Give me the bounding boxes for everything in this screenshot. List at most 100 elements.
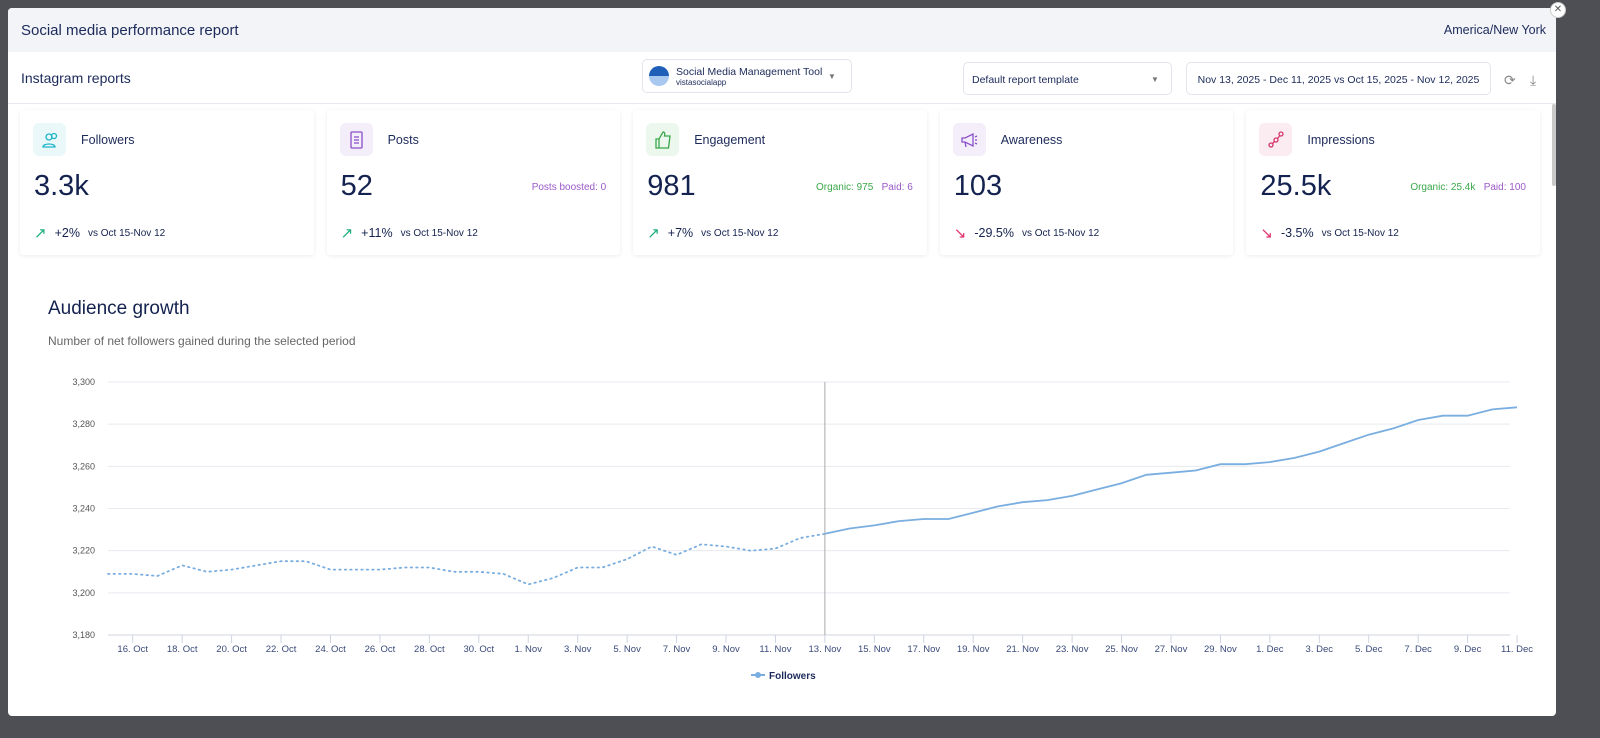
- compare-period: vs Oct 15-Nov 12: [87, 227, 166, 239]
- x-tick-label: 16. Oct: [117, 644, 148, 655]
- metric-change: ↘ -29.5% vs Oct 15-Nov 12: [954, 224, 1099, 242]
- toolbar: Instagram reports Social Media Managemen…: [8, 52, 1556, 104]
- report-modal: Social media performance report America/…: [8, 8, 1556, 716]
- compare-period: vs Oct 15-Nov 12: [1321, 227, 1399, 239]
- change-percent: +7%: [667, 226, 694, 240]
- date-range-picker[interactable]: Nov 13, 2025 - Dec 11, 2025 vs Oct 15, 2…: [1186, 62, 1491, 95]
- timezone-label[interactable]: America/New York: [1443, 23, 1546, 37]
- x-tick-label: 20. Oct: [216, 644, 247, 655]
- megaphone-icon: [952, 123, 986, 156]
- scrollbar[interactable]: [1552, 104, 1556, 186]
- metric-card-awareness[interactable]: Awareness 103 ↘ -29.5% vs Oct 15-Nov 12: [939, 110, 1234, 255]
- x-tick-label: 21. Nov: [1006, 644, 1039, 655]
- organic-paid-split: Organic: 25.4k Paid: 100: [1410, 182, 1526, 193]
- x-tick-label: 9. Dec: [1454, 644, 1482, 655]
- y-tick-label: 3,280: [72, 419, 95, 429]
- close-button[interactable]: ✕: [1550, 2, 1566, 18]
- chevron-down-icon: ▼: [1151, 75, 1159, 84]
- x-tick-label: 18. Oct: [167, 644, 198, 655]
- compare-period: vs Oct 15-Nov 12: [400, 227, 478, 239]
- template-value: Default report template: [972, 74, 1079, 86]
- metric-value: 52: [340, 170, 373, 202]
- x-tick-label: 24. Oct: [315, 644, 346, 655]
- profile-avatar: [649, 66, 669, 86]
- modal-title: Social media performance report: [21, 21, 239, 39]
- arrow-down-right-icon: ↘: [953, 225, 967, 242]
- metric-name: Impressions: [1307, 133, 1375, 147]
- audience-growth-section: Audience growth Number of net followers …: [48, 298, 356, 348]
- metric-value: 25.5k: [1260, 170, 1332, 202]
- metric-cards: Followers 3.3k ↗ +2% vs Oct 15-Nov 12 Post…: [20, 110, 1540, 255]
- change-percent: -3.5%: [1280, 226, 1314, 240]
- profile-selector[interactable]: Social Media Management Tool vistasocial…: [642, 59, 852, 93]
- x-tick-label: 28. Oct: [414, 644, 445, 655]
- metric-card-engagement[interactable]: Engagement 981 Organic: 975 Paid: 6 ↗ +7% v…: [633, 110, 927, 255]
- x-tick-label: 30. Oct: [463, 644, 494, 655]
- metric-value: 981: [647, 170, 696, 202]
- thumbs-up-icon: [646, 123, 680, 156]
- x-tick-label: 22. Oct: [266, 644, 297, 655]
- organic-value: Organic: 25.4k: [1410, 182, 1476, 193]
- x-tick-label: 13. Nov: [809, 644, 842, 655]
- metric-value: 103: [953, 170, 1003, 202]
- x-tick-label: 5. Nov: [613, 644, 641, 655]
- followers-icon: [33, 123, 66, 156]
- compare-period: vs Oct 15-Nov 12: [1021, 227, 1100, 239]
- x-tick-label: 1. Nov: [515, 644, 543, 655]
- organic-value: Organic: 975: [816, 182, 874, 193]
- y-tick-label: 3,260: [72, 461, 95, 471]
- x-tick-label: 25. Nov: [1105, 644, 1138, 655]
- organic-paid-split: Organic: 975 Paid: 6: [816, 182, 913, 193]
- metric-value: 3.3k: [34, 170, 89, 202]
- x-tick-label: 29. Nov: [1204, 644, 1237, 655]
- x-tick-label: 11. Nov: [759, 644, 791, 655]
- followers-line: [824, 406, 1518, 535]
- x-tick-label: 7. Nov: [663, 644, 691, 655]
- x-tick-label: 17. Nov: [907, 644, 940, 655]
- report-type-label: Instagram reports: [21, 69, 131, 86]
- change-percent: +2%: [54, 226, 80, 240]
- download-icon[interactable]: ⤓: [1530, 72, 1537, 88]
- x-tick-label: 11. Dec: [1501, 644, 1533, 655]
- refresh-icon[interactable]: ⟳: [1504, 72, 1516, 88]
- impressions-icon: [1259, 123, 1293, 156]
- metric-name: Engagement: [694, 133, 766, 147]
- y-tick-label: 3,240: [72, 504, 95, 514]
- metric-card-impressions[interactable]: Impressions 25.5k Organic: 25.4k Paid: 10…: [1246, 110, 1540, 255]
- x-tick-label: 5. Dec: [1355, 644, 1383, 655]
- metric-change: ↘ -3.5% vs Oct 15-Nov 12: [1260, 224, 1399, 242]
- arrow-up-right-icon: ↗: [647, 225, 660, 242]
- change-percent: +11%: [361, 226, 393, 240]
- metric-change: ↗ +7% vs Oct 15-Nov 12: [647, 224, 778, 242]
- x-tick-label: 9. Nov: [712, 644, 740, 655]
- x-tick-label: 3. Nov: [564, 644, 592, 655]
- x-tick-label: 23. Nov: [1056, 644, 1089, 655]
- x-tick-label: 7. Dec: [1404, 644, 1432, 655]
- compare-period: vs Oct 15-Nov 12: [701, 227, 779, 239]
- x-tick-label: 27. Nov: [1155, 644, 1188, 655]
- change-percent: -29.5%: [974, 226, 1014, 240]
- metric-card-posts[interactable]: Posts 52 Posts boosted: 0 ↗ +11% vs Oct 15-…: [326, 110, 621, 255]
- metric-name: Followers: [81, 133, 135, 147]
- arrow-up-right-icon: ↗: [34, 225, 47, 242]
- section-subtitle: Number of net followers gained during th…: [48, 334, 356, 348]
- posts-boosted: Posts boosted: 0: [531, 182, 607, 193]
- paid-value: Paid: 100: [1483, 182, 1526, 193]
- metric-name: Posts: [387, 133, 419, 147]
- profile-name: Social Media Management Tool: [676, 65, 823, 78]
- template-select[interactable]: Default report template ▼: [963, 62, 1172, 95]
- x-tick-label: 19. Nov: [957, 644, 990, 655]
- x-tick-label: 3. Dec: [1306, 644, 1334, 655]
- x-tick-label: 15. Nov: [858, 644, 891, 655]
- x-tick-label: 26. Oct: [365, 644, 396, 655]
- section-title: Audience growth: [48, 298, 190, 319]
- modal-header: Social media performance report America/…: [8, 8, 1556, 52]
- y-tick-label: 3,200: [72, 588, 95, 598]
- x-tick-label: 1. Dec: [1256, 644, 1284, 655]
- legend-followers[interactable]: Followers: [769, 671, 816, 682]
- metric-change: ↗ +11% vs Oct 15-Nov 12: [341, 224, 478, 242]
- metric-card-followers[interactable]: Followers 3.3k ↗ +2% vs Oct 15-Nov 12: [20, 110, 314, 255]
- previous-period-line: [107, 532, 826, 586]
- metric-change: ↗ +2% vs Oct 15-Nov 12: [34, 224, 165, 242]
